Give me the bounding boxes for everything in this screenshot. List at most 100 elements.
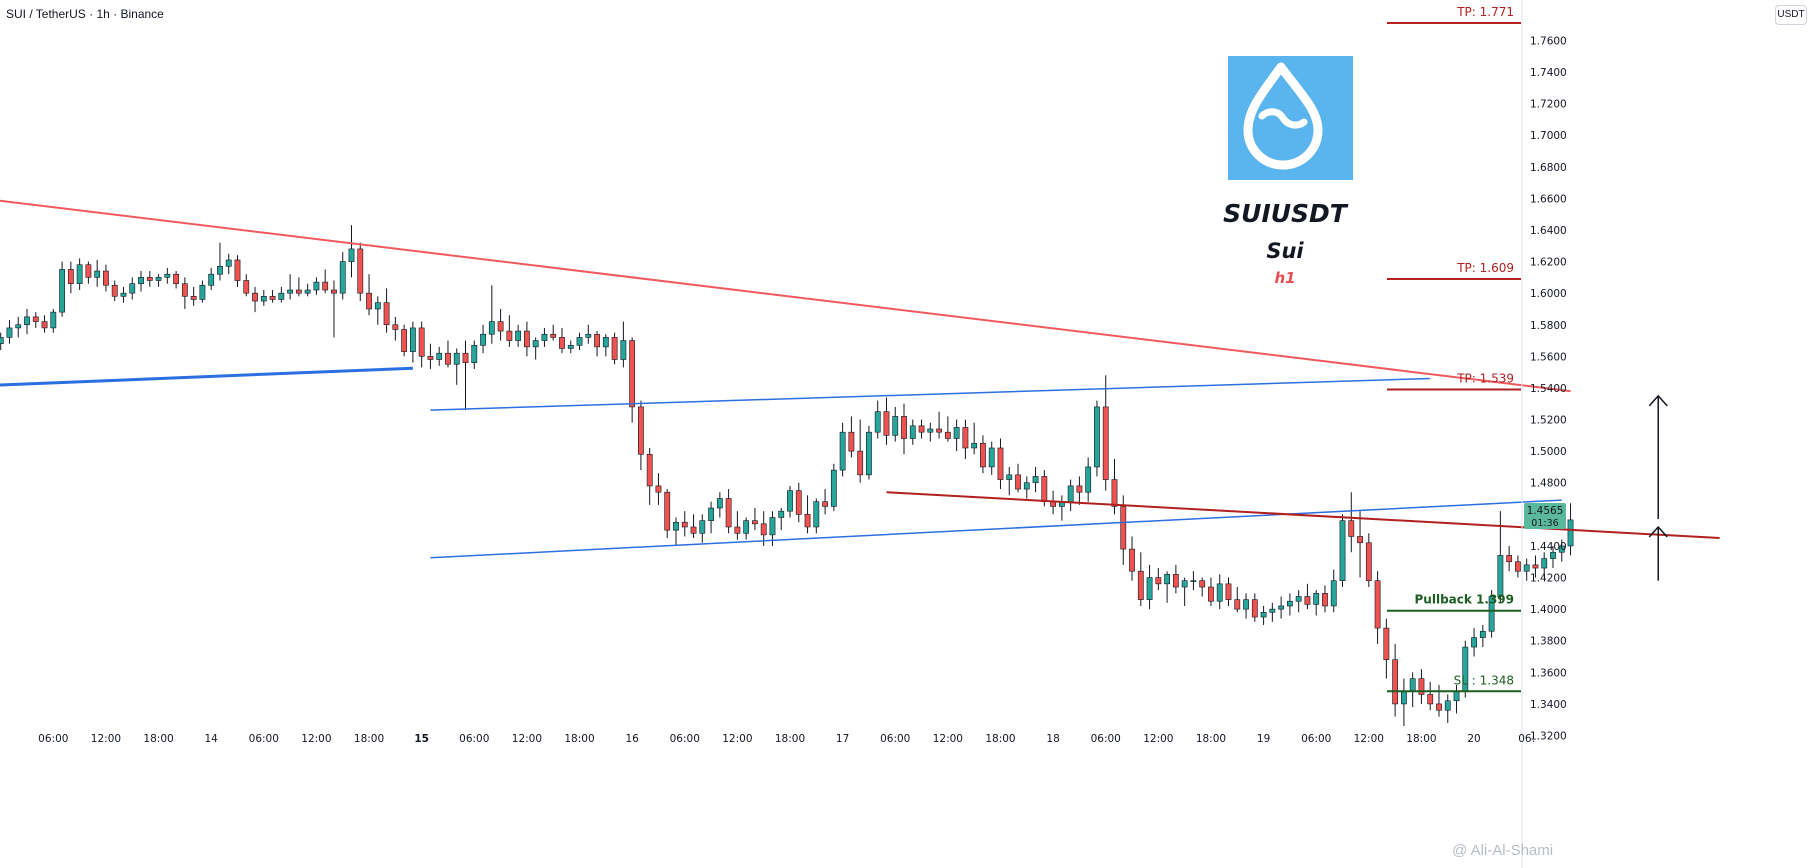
levels-layer: TP: 1.771 TP: 1.609 TP: 1.539 Pullback 1.39…: [1387, 5, 1521, 693]
candle: [409, 321, 416, 363]
candle: [1506, 545, 1513, 572]
time-tick-label: 06:00: [670, 733, 700, 745]
candle: [585, 324, 592, 344]
candle: [392, 316, 399, 341]
candle: [1550, 545, 1556, 569]
candle: [953, 419, 960, 452]
time-axis[interactable]: 06:00 12:00 18:00 14 06:00 12:00 18:00 15 06:00 1…: [0, 733, 1535, 856]
time-tick-label: 17: [836, 733, 849, 745]
dark-red-trendline[interactable]: [886, 491, 1720, 540]
candle: [532, 337, 539, 360]
candle: [471, 340, 478, 369]
time-tick-label: 06:00: [249, 733, 279, 745]
candle: [1339, 514, 1346, 588]
price-tick-label: 1.7200: [1530, 99, 1567, 111]
candle: [1357, 511, 1363, 578]
price-tick-label: 1.5000: [1530, 446, 1567, 458]
candle: [103, 264, 109, 292]
candle: [427, 343, 434, 369]
candle: [50, 308, 57, 333]
price-tick-label: 1.7600: [1530, 35, 1567, 47]
candle: [1453, 684, 1460, 714]
candle: [1348, 492, 1355, 553]
candle: [567, 340, 574, 354]
candle: [830, 463, 837, 512]
candle: [962, 419, 969, 460]
price-tick-label: 1.3200: [1530, 731, 1567, 743]
candle: [988, 441, 995, 475]
candle: [1260, 605, 1267, 625]
candle: [1401, 678, 1407, 727]
current-price-value: 1.4565: [1527, 505, 1564, 517]
retest-arrow[interactable]: [1648, 525, 1668, 581]
candle: [1471, 628, 1477, 657]
candle: [997, 438, 1004, 490]
candle: [59, 261, 65, 317]
candle: [15, 316, 22, 338]
time-tick-label: 18:00: [354, 733, 384, 745]
candle: [1322, 585, 1328, 613]
candle: [1427, 681, 1434, 711]
time-tick-label: 18:00: [1406, 733, 1436, 745]
candle: [1076, 476, 1083, 505]
candle: [892, 406, 899, 442]
time-tick-label: 12:00: [933, 733, 963, 745]
level-line[interactable]: TP: 1.609: [1387, 261, 1521, 280]
level-line[interactable]: SL : 1.348: [1387, 673, 1521, 693]
upper-red-trendline[interactable]: [0, 194, 1571, 393]
candle: [1216, 574, 1223, 610]
channel-upper-line[interactable]: [430, 377, 1431, 411]
sui-logo-card: SUIUSDT Sui h1: [1223, 56, 1353, 287]
candle: [602, 334, 609, 357]
candle: [550, 324, 557, 341]
candle: [339, 252, 346, 300]
candle: [445, 340, 451, 368]
target-arrow[interactable]: [1648, 394, 1668, 520]
level-line[interactable]: TP: 1.771: [1387, 5, 1521, 24]
level-label: TP: 1.771: [1456, 5, 1514, 19]
currency-button[interactable]: USDT: [1775, 5, 1807, 25]
candle: [559, 327, 565, 354]
level-line[interactable]: Pullback 1.399: [1387, 593, 1521, 612]
level-line[interactable]: TP: 1.539: [1387, 372, 1521, 391]
candle: [927, 422, 934, 442]
candle: [225, 253, 232, 275]
channel-lower-line[interactable]: [430, 499, 1562, 559]
candle: [85, 261, 92, 284]
price-tick-label: 1.4200: [1530, 573, 1567, 585]
price-tick-label: 1.6600: [1530, 193, 1567, 205]
price-tick-label: 1.7000: [1530, 130, 1567, 142]
candle: [804, 495, 811, 534]
level-label: Pullback 1.399: [1415, 593, 1514, 607]
candle: [1488, 590, 1495, 638]
candle: [980, 435, 986, 474]
candle: [436, 346, 443, 366]
level-label: TP: 1.539: [1456, 372, 1514, 386]
candle: [638, 400, 644, 471]
candle: [295, 277, 302, 297]
price-tick-label: 1.5200: [1530, 415, 1567, 427]
time-tick-label: 12:00: [1143, 733, 1173, 745]
candle: [322, 269, 329, 294]
candle: [1462, 640, 1469, 698]
candle: [594, 331, 600, 357]
candle: [1164, 571, 1171, 603]
candle: [708, 501, 714, 534]
candle: [664, 489, 671, 539]
price-tick-label: 1.3400: [1530, 699, 1567, 711]
candle: [515, 324, 522, 347]
logo-name: Sui: [1266, 239, 1304, 263]
candle: [41, 315, 48, 333]
candle: [1208, 577, 1214, 606]
candle: [67, 261, 74, 294]
candle: [839, 422, 846, 477]
candle: [752, 508, 758, 531]
symbol-title[interactable]: SUI / TetherUS · 1h · Binance: [6, 7, 164, 21]
candle: [620, 321, 627, 368]
candle: [155, 274, 162, 287]
candles-layer: [0, 225, 1574, 727]
candle: [1383, 618, 1390, 679]
blue-support-line[interactable]: [0, 366, 413, 387]
candle: [76, 258, 83, 290]
